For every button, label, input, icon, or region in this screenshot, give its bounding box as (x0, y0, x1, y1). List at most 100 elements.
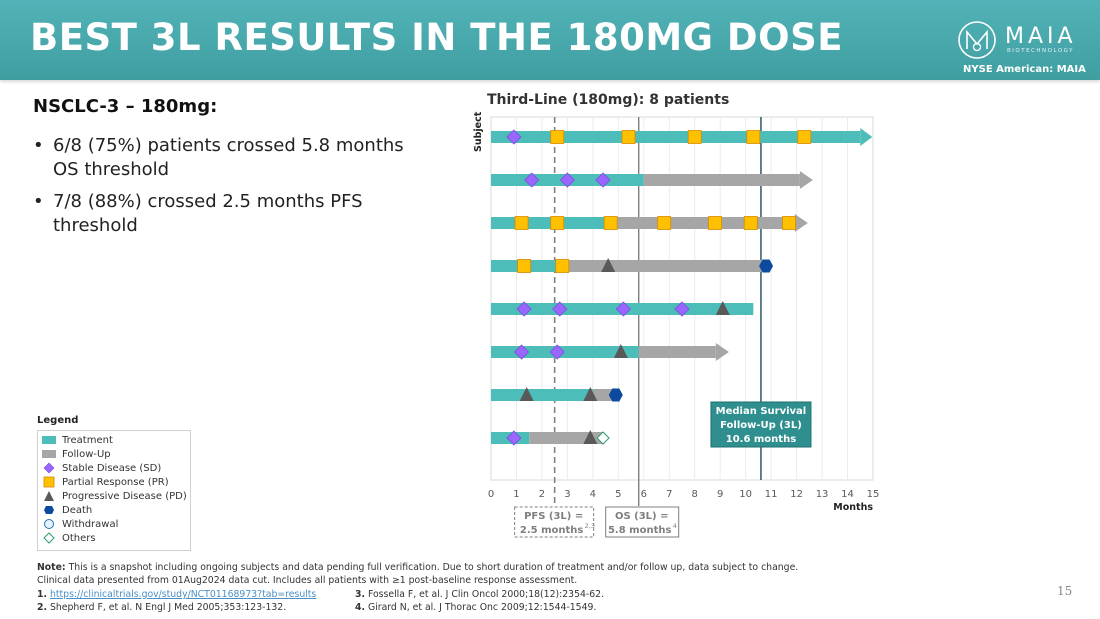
note-label: Note: (37, 562, 66, 573)
ongoing-arrow (794, 214, 808, 232)
treatment-bar (491, 303, 754, 315)
progressive-disease-marker (519, 387, 534, 401)
x-tick-label: 13 (816, 489, 829, 500)
logo-subtitle: BIOTECHNOLOGY (1007, 48, 1075, 54)
ongoing-arrow (715, 343, 729, 361)
legend: Treatment Follow-Up Stable Disease (SD) … (37, 430, 191, 551)
os-label-box (605, 506, 680, 538)
partial-response-marker (797, 130, 812, 144)
diamond-icon (42, 462, 56, 474)
x-tick-label: 8 (692, 489, 698, 500)
followup-bar (638, 346, 716, 358)
followup-bar (643, 174, 800, 186)
note-line: Note: This is a snapshot including ongoi… (37, 561, 798, 574)
chart-title: Third-Line (180mg): 8 patients (487, 92, 730, 108)
stable-disease-marker (513, 344, 530, 360)
treatment-bar (491, 346, 639, 358)
partial-response-marker (746, 130, 761, 144)
progressive-disease-marker (715, 301, 730, 315)
legend-item-sd: Stable Disease (SD) (42, 461, 161, 475)
reference-link[interactable]: https://clinicaltrials.gov/study/NCT0116… (49, 589, 317, 600)
treatment-bar (491, 432, 530, 444)
legend-label: Partial Response (PR) (62, 476, 169, 488)
subject-row (491, 128, 873, 146)
x-tick-label: 4 (590, 489, 596, 500)
plot-area (490, 116, 874, 481)
legend-item-withdrawal: Withdrawal (42, 517, 118, 531)
treatment-bar (491, 131, 861, 143)
x-tick-label: 3 (564, 489, 570, 500)
note-line-2: Clinical data presented from 01Aug2024 d… (37, 575, 578, 586)
subject-row (491, 430, 610, 446)
death-marker (608, 388, 623, 402)
progressive-disease-marker (583, 387, 598, 401)
treatment-bar (491, 389, 593, 401)
stable-disease-marker (552, 301, 568, 317)
os-label-line2: 5.8 months (608, 525, 672, 536)
reference-1: 1. https://clinicaltrials.gov/study/NCT0… (37, 588, 316, 601)
followup-bar (562, 260, 767, 272)
treatment-bar (491, 217, 609, 229)
median-label-line1: Median Survival (716, 406, 807, 417)
stable-disease-marker (595, 172, 611, 188)
ref-num: 1. (37, 589, 48, 600)
stable-disease-marker (516, 301, 532, 317)
x-tick-label: 1 (513, 489, 519, 500)
x-tick-label: 11 (765, 489, 778, 500)
ref-num: 2. (37, 602, 48, 613)
stock-ticker: NYSE American: MAIA (963, 64, 1086, 75)
x-tick-label: 15 (867, 489, 880, 500)
ref-num: 4. (355, 602, 366, 613)
stable-disease-marker (524, 172, 540, 188)
ref-text: Girard N, et al. J Thorac Onc 2009;12:15… (365, 602, 597, 613)
partial-response-marker (657, 216, 672, 230)
page-number: 15 (1057, 584, 1073, 598)
legend-label: Death (62, 504, 93, 516)
header-banner: BEST 3L RESULTS IN THE 180MG DOSE MAIA B… (0, 0, 1100, 80)
x-tick-label: 6 (641, 489, 647, 500)
treatment-bar (491, 260, 563, 272)
pfs-label-superscript: 2,3 (585, 522, 595, 530)
reference-2: 2. Shepherd F, et al. N Engl J Med 2005;… (37, 601, 286, 614)
legend-item-death: Death (42, 503, 92, 517)
stable-disease-marker (506, 129, 522, 145)
progressive-disease-marker (613, 344, 628, 358)
x-tick-label: 9 (717, 489, 723, 500)
death-marker (759, 259, 774, 273)
os-label-line1: OS (3L) = (615, 511, 669, 522)
median-label-line3: 10.6 months (726, 434, 796, 445)
logo-wordmark: MAIA (1005, 24, 1077, 49)
summary-bullet: 7/8 (88%) crossed 2.5 months PFS thresho… (33, 190, 413, 238)
triangle-icon (42, 490, 56, 502)
summary-bullets: 6/8 (75%) patients crossed 5.8 months OS… (33, 134, 413, 246)
stable-disease-marker (615, 301, 631, 317)
x-tick-label: 12 (790, 489, 803, 500)
median-label-line2: Follow-Up (3L) (720, 420, 802, 431)
partial-response-marker (621, 130, 636, 144)
others-marker (596, 431, 610, 445)
ref-text: Shepherd F, et al. N Engl J Med 2005;353… (47, 602, 287, 613)
ref-text: Fossella F, et al. J Clin Oncol 2000;18(… (365, 589, 605, 600)
legend-label: Withdrawal (62, 518, 119, 530)
followup-swatch-icon (42, 448, 56, 460)
progressive-disease-marker (583, 430, 598, 444)
legend-label: Progressive Disease (PD) (62, 490, 187, 502)
x-tick-label: 5 (615, 489, 621, 500)
treatment-bar (491, 174, 644, 186)
pfs-label-line1: PFS (3L) = (524, 511, 583, 522)
x-tick-label: 0 (488, 489, 494, 500)
treatment-swatch-icon (42, 434, 56, 446)
partial-response-marker (743, 216, 758, 230)
x-tick-label: 7 (666, 489, 672, 500)
partial-response-marker (603, 216, 618, 230)
subject-row (491, 214, 808, 232)
pfs-label-box (514, 506, 595, 538)
subject-row (491, 387, 623, 402)
legend-item-treatment: Treatment (42, 433, 113, 447)
progressive-disease-marker (601, 258, 616, 272)
partial-response-marker (517, 259, 532, 273)
ongoing-arrow (860, 128, 873, 146)
x-tick-label: 2 (539, 489, 545, 500)
square-icon (42, 476, 56, 488)
partial-response-marker (514, 216, 529, 230)
